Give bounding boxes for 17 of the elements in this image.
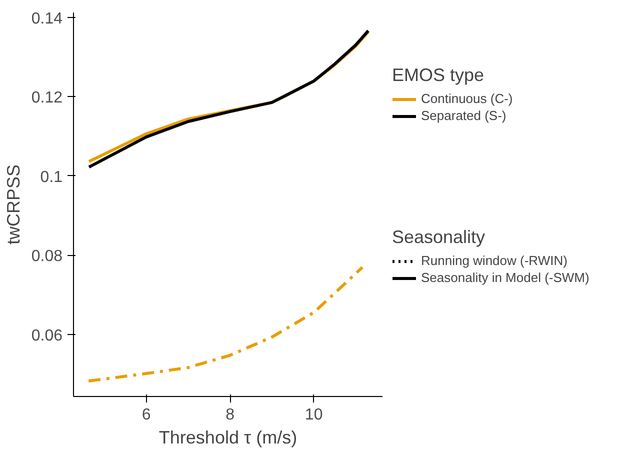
y-tick-label: 0.08 bbox=[31, 248, 63, 266]
y-tick-label: 0.12 bbox=[31, 90, 63, 107]
x-axis-title: Threshold τ (m/s) bbox=[158, 428, 298, 448]
legend-label: Continuous (C-) bbox=[421, 91, 513, 106]
y-axis-title: twCRPSS bbox=[3, 164, 24, 245]
text: EMOS type bbox=[392, 65, 484, 85]
legend-label: Separated (S-) bbox=[421, 108, 506, 123]
x-tick-label: 6 bbox=[142, 406, 151, 424]
y-tick-label: 0.14 bbox=[31, 10, 63, 28]
legend-label: Running window (-RWIN) bbox=[421, 253, 568, 268]
text: Seasonality bbox=[392, 227, 486, 247]
line-series bbox=[87, 266, 364, 383]
y-tick-label: 0.1 bbox=[40, 168, 63, 186]
legend-label: Seasonality in Model (-SWM) bbox=[421, 270, 590, 285]
y-tick-label: 0.06 bbox=[31, 327, 63, 344]
x-tick-label: 10 bbox=[304, 406, 323, 424]
x-tick-label: 8 bbox=[226, 406, 235, 424]
